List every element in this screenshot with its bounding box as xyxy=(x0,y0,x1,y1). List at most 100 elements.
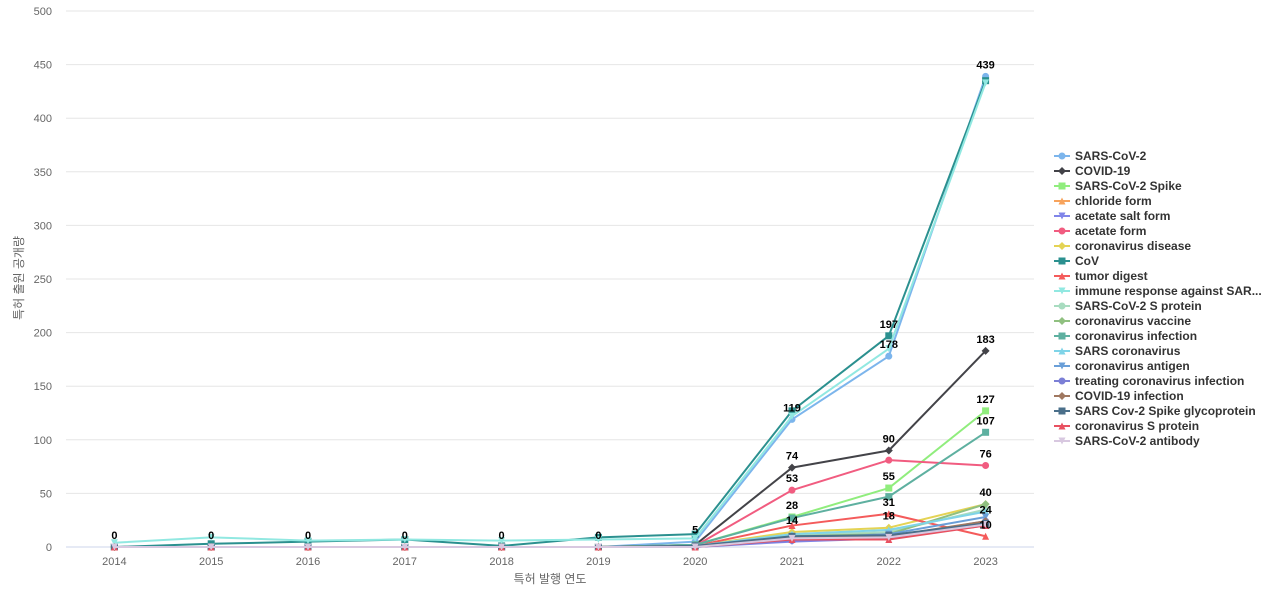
legend-item[interactable]: coronavirus vaccine xyxy=(1054,314,1191,328)
data-point[interactable] xyxy=(401,543,409,551)
data-point[interactable] xyxy=(110,539,118,547)
data-label: 53 xyxy=(786,473,798,485)
legend-label: SARS coronavirus xyxy=(1075,344,1181,358)
y-axis-ticks: 0 50 100 150 200 250 300 350 400 450 500 xyxy=(34,6,52,554)
data-point[interactable] xyxy=(982,428,990,436)
legend-marker xyxy=(1058,407,1066,415)
data-point[interactable] xyxy=(885,484,893,492)
data-point[interactable] xyxy=(982,520,990,528)
data-point[interactable] xyxy=(498,543,506,551)
y-tick-label: 250 xyxy=(34,274,52,286)
data-point[interactable] xyxy=(110,543,118,551)
data-point[interactable] xyxy=(691,534,699,542)
legend-item[interactable]: coronavirus disease xyxy=(1054,239,1191,253)
data-label: 107 xyxy=(976,415,994,427)
legend-item[interactable]: SARS-CoV-2 S protein xyxy=(1054,299,1202,313)
legend-marker xyxy=(1058,332,1066,340)
legend-item[interactable]: COVID-19 infection xyxy=(1054,389,1184,403)
data-point[interactable] xyxy=(691,530,699,538)
data-point[interactable] xyxy=(885,352,893,360)
data-point[interactable] xyxy=(207,543,215,551)
data-point[interactable] xyxy=(885,345,893,353)
legend-marker xyxy=(1058,272,1066,280)
data-point[interactable] xyxy=(788,514,796,522)
data-point[interactable] xyxy=(498,537,506,545)
data-point[interactable] xyxy=(982,462,990,470)
data-point[interactable] xyxy=(594,535,602,543)
legend-item[interactable]: CoV xyxy=(1054,254,1099,268)
legend-item[interactable]: SARS coronavirus xyxy=(1054,344,1181,358)
data-point[interactable] xyxy=(691,543,699,551)
data-point[interactable] xyxy=(788,534,796,542)
data-point[interactable] xyxy=(788,412,796,420)
x-tick-label: 2014 xyxy=(102,556,126,568)
y-tick-label: 300 xyxy=(34,220,52,232)
series-line xyxy=(113,409,987,548)
y-tick-label: 500 xyxy=(34,6,52,18)
legend-item[interactable]: coronavirus infection xyxy=(1054,329,1197,343)
x-axis-title: 특허 발행 연도 xyxy=(514,571,587,586)
legend-item[interactable]: SARS-CoV-2 xyxy=(1054,149,1147,163)
data-label: 119 xyxy=(783,402,801,414)
x-tick-label: 2021 xyxy=(780,556,804,568)
data-point[interactable] xyxy=(885,510,893,518)
data-label: 183 xyxy=(976,334,994,346)
x-axis-ticks: 2014 2015 2016 2017 2018 2019 2020 2021 2022 2023 xyxy=(102,556,998,568)
data-point[interactable] xyxy=(982,513,990,521)
legend-item[interactable]: COVID-19 xyxy=(1054,164,1131,178)
legend-item[interactable]: coronavirus antigen xyxy=(1054,359,1190,373)
data-point[interactable] xyxy=(981,346,990,355)
data-point[interactable] xyxy=(401,535,409,543)
x-tick-label: 2016 xyxy=(296,556,320,568)
legend-item[interactable]: coronavirus S protein xyxy=(1054,419,1199,433)
legend-item[interactable]: acetate salt form xyxy=(1054,209,1170,223)
data-label: 31 xyxy=(883,497,895,509)
legend-item[interactable]: treating coronavirus infection xyxy=(1054,374,1244,388)
y-tick-label: 0 xyxy=(46,542,52,554)
data-point[interactable] xyxy=(982,532,990,540)
legend-label: coronavirus S protein xyxy=(1075,419,1199,433)
data-point[interactable] xyxy=(304,537,312,545)
data-point[interactable] xyxy=(788,463,796,472)
data-point[interactable] xyxy=(885,456,893,464)
data-label: 14 xyxy=(786,515,799,527)
legend-marker xyxy=(1058,377,1066,385)
data-point[interactable] xyxy=(788,522,796,530)
data-label: 74 xyxy=(786,451,799,463)
data-point[interactable] xyxy=(788,407,796,415)
series-line xyxy=(113,75,987,548)
legend-label: COVID-19 infection xyxy=(1075,389,1184,403)
data-point[interactable] xyxy=(885,332,893,340)
legend-label: coronavirus vaccine xyxy=(1075,314,1191,328)
data-point[interactable] xyxy=(885,533,893,541)
legend-label: acetate salt form xyxy=(1075,209,1170,223)
legend-item[interactable]: tumor digest xyxy=(1054,269,1148,283)
legend-item[interactable]: SARS-CoV-2 antibody xyxy=(1054,434,1200,448)
data-label: 0 xyxy=(402,530,408,542)
x-tick-label: 2019 xyxy=(586,556,610,568)
legend-item[interactable]: chloride form xyxy=(1054,194,1152,208)
series-line xyxy=(113,523,987,548)
data-point[interactable] xyxy=(981,500,990,509)
legend-item[interactable]: acetate form xyxy=(1054,224,1146,238)
legend-label: SARS Cov-2 Spike glycoprotein xyxy=(1075,404,1256,418)
data-point[interactable] xyxy=(982,508,990,516)
legend-label: COVID-19 xyxy=(1075,164,1131,178)
data-point[interactable] xyxy=(884,446,893,455)
legend-item[interactable]: immune response against SAR... xyxy=(1054,284,1262,298)
legend-item[interactable]: SARS-CoV-2 Spike xyxy=(1054,179,1182,193)
legend-marker xyxy=(1058,437,1066,445)
data-point[interactable] xyxy=(207,533,215,541)
data-point[interactable] xyxy=(304,543,312,551)
data-point[interactable] xyxy=(594,543,602,551)
data-point[interactable] xyxy=(982,407,990,415)
data-label: 178 xyxy=(880,339,898,351)
data-point[interactable] xyxy=(982,79,990,87)
data-label: 55 xyxy=(883,471,895,483)
legend-marker xyxy=(1058,362,1066,370)
data-point[interactable] xyxy=(788,486,796,494)
legend-item[interactable]: SARS Cov-2 Spike glycoprotein xyxy=(1054,404,1256,418)
data-point[interactable] xyxy=(885,493,893,501)
